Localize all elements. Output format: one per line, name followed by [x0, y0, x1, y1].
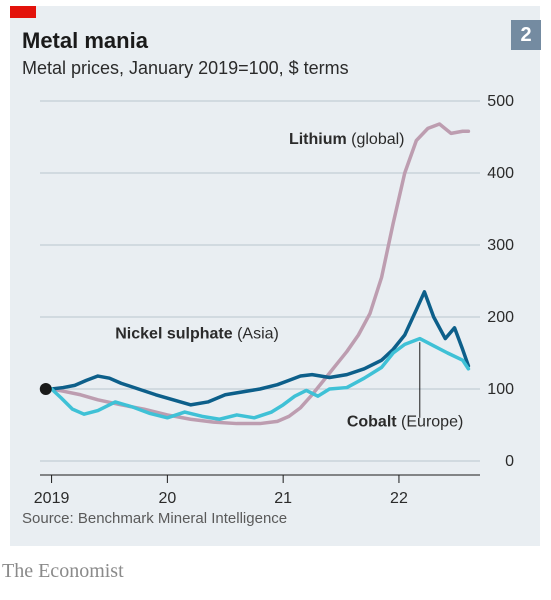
svg-text:22: 22 — [390, 490, 408, 507]
svg-text:21: 21 — [274, 490, 292, 507]
svg-text:2019: 2019 — [34, 490, 70, 507]
svg-text:Nickel sulphate (Asia): Nickel sulphate (Asia) — [115, 326, 279, 343]
svg-text:0: 0 — [505, 453, 514, 470]
chart-source: Source: Benchmark Mineral Intelligence — [22, 510, 287, 527]
svg-text:100: 100 — [487, 381, 514, 398]
svg-text:Cobalt (Europe): Cobalt (Europe) — [347, 413, 463, 430]
svg-text:Lithium (global): Lithium (global) — [289, 131, 405, 148]
publication-name: The Economist — [2, 560, 124, 583]
svg-text:20: 20 — [158, 490, 176, 507]
line-chart: 0 100 200 300 400 500 2019 20 21 22 Lithium (globa… — [10, 6, 540, 546]
svg-text:200: 200 — [487, 309, 514, 326]
svg-text:400: 400 — [487, 165, 514, 182]
svg-text:500: 500 — [487, 93, 514, 110]
svg-text:300: 300 — [487, 237, 514, 254]
